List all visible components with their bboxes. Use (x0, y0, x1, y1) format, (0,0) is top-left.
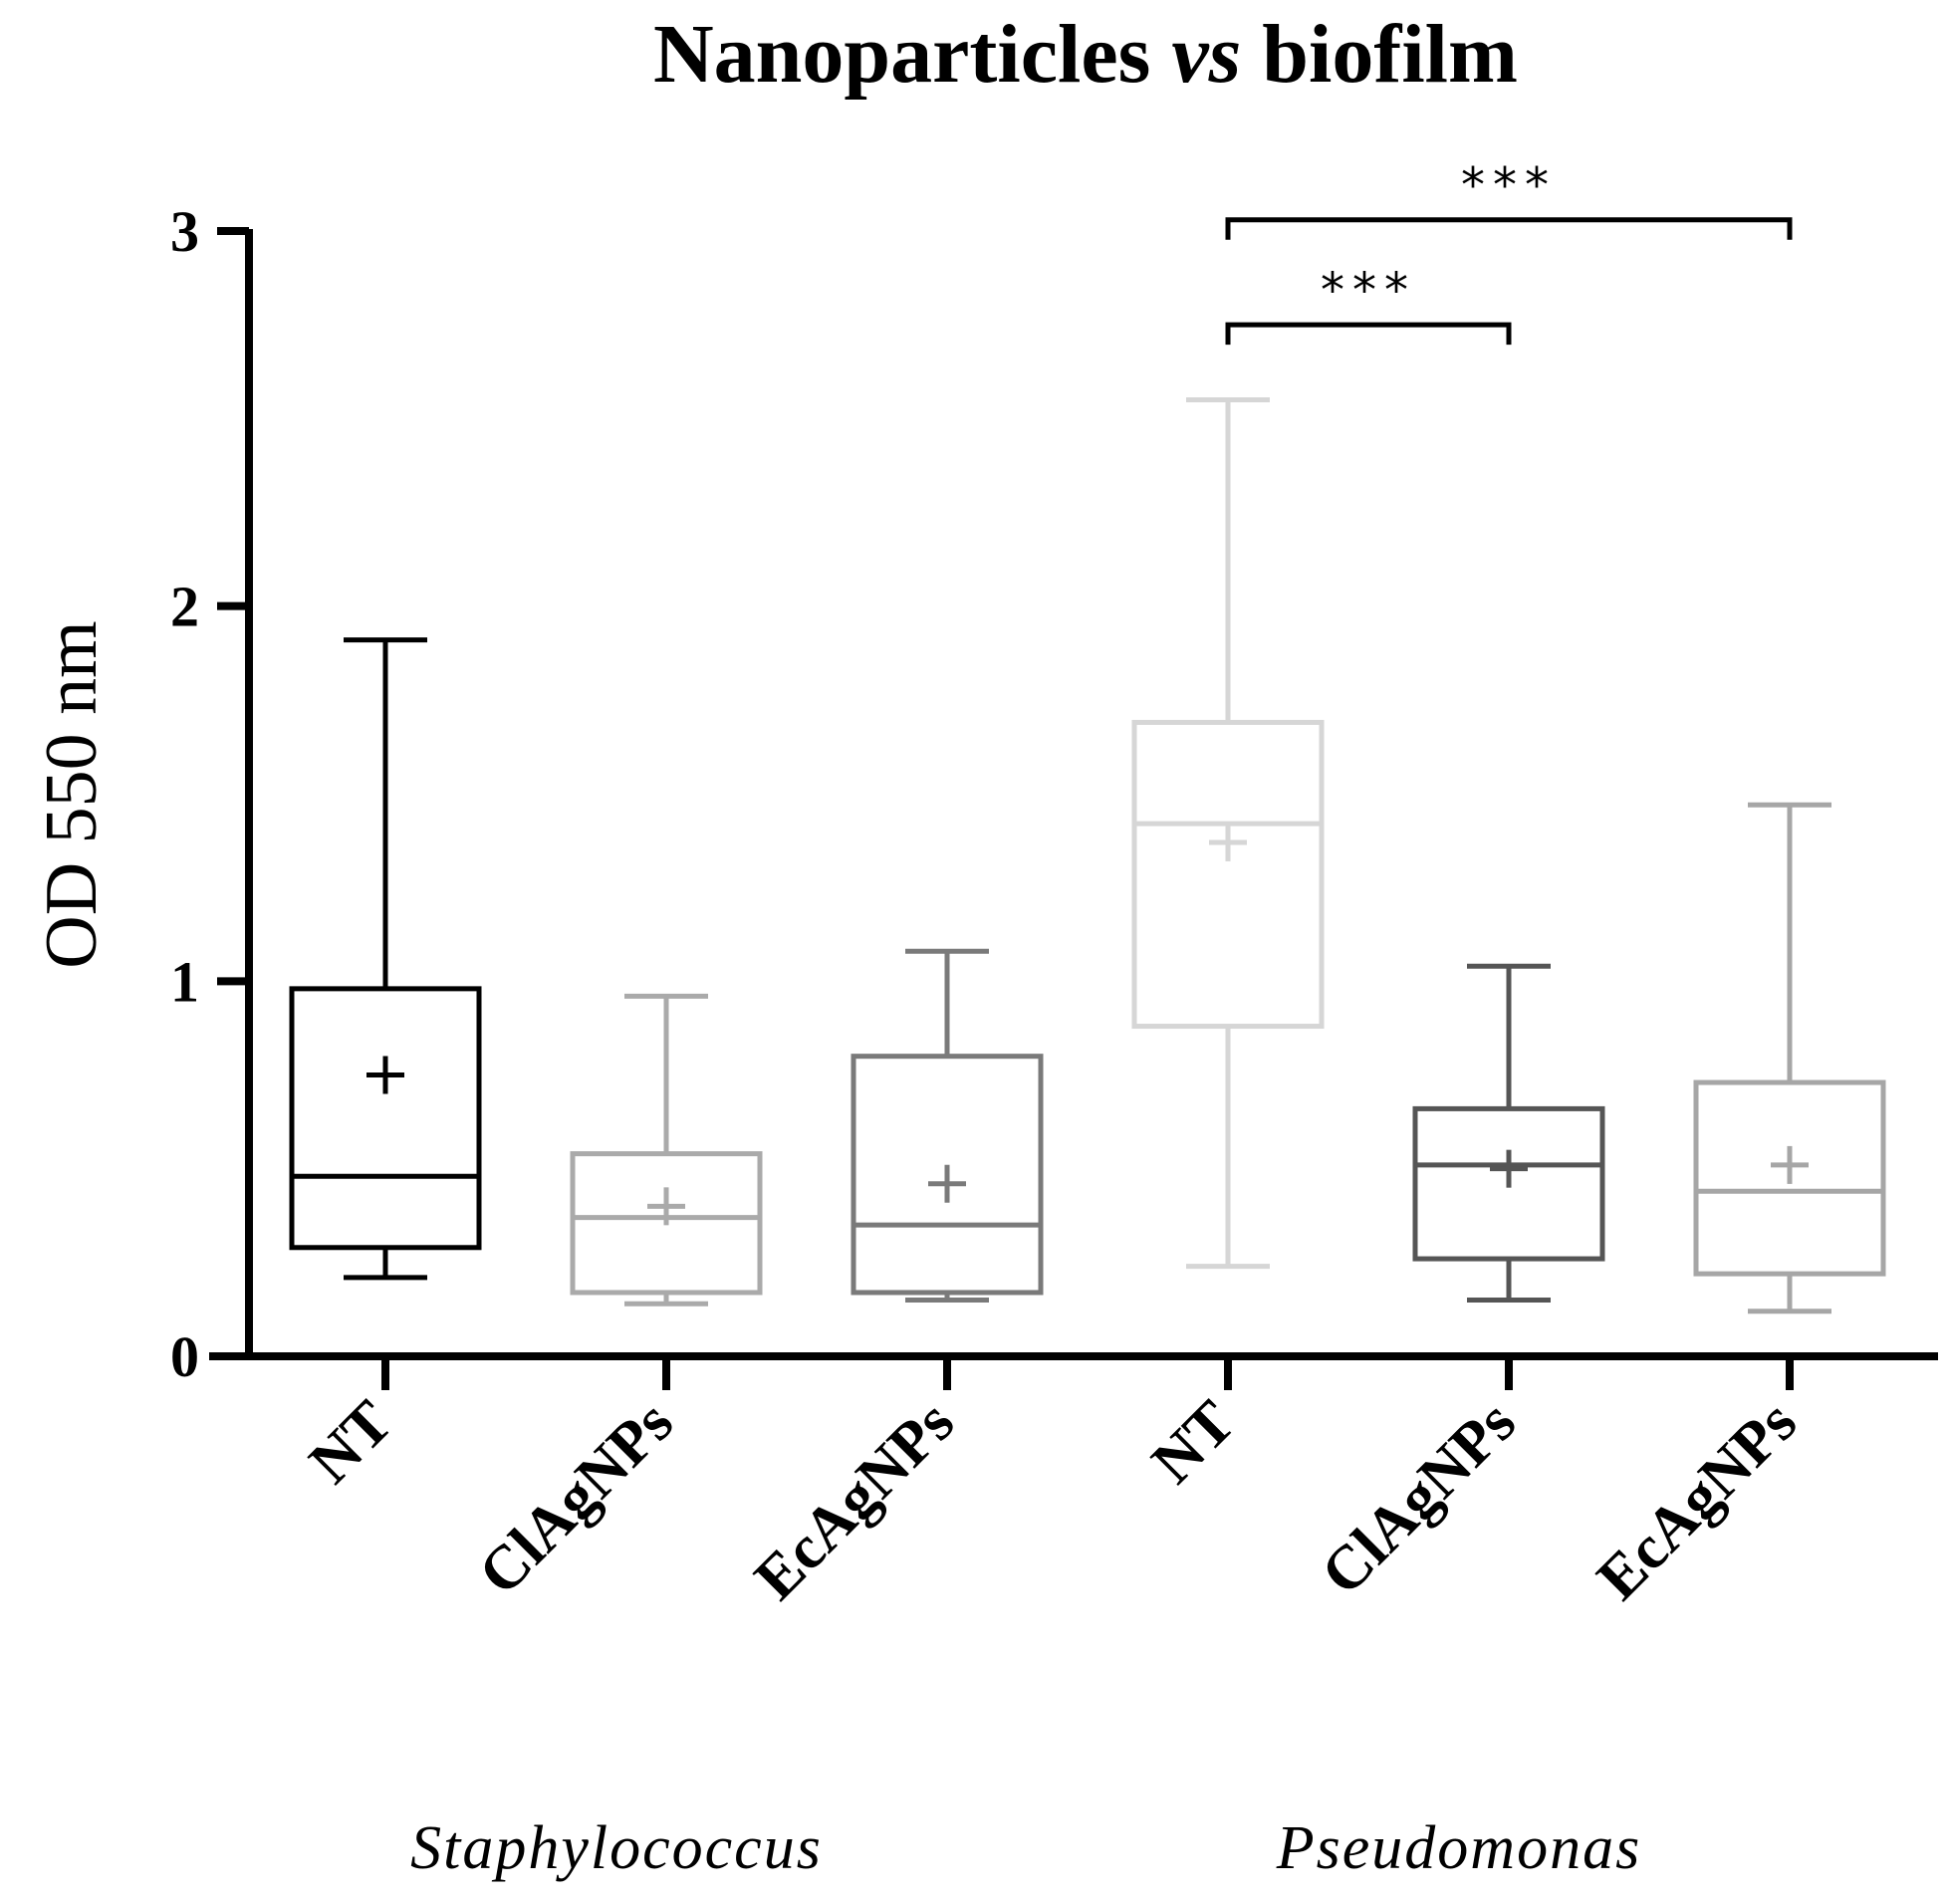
significance-bracket: *** (1225, 158, 1793, 240)
box-series (289, 397, 1886, 1314)
box-pseudomonas-nt (1131, 397, 1325, 1270)
box-staphylococcus-ecagnps (851, 948, 1044, 1303)
significance-label: *** (1461, 158, 1557, 214)
y-tick-label: 3 (170, 199, 199, 264)
y-axis-label: OD 550 nm (31, 620, 113, 968)
group-labels: Staphylococcus Pseudomonas (410, 1814, 1641, 1882)
iqr-box (1131, 719, 1325, 1030)
y-tick-label: 1 (170, 949, 199, 1014)
significance-label: *** (1321, 263, 1416, 319)
chart-title: Nanoparticles vs biofilm (653, 8, 1518, 101)
x-tick-label: ClAgNPs (466, 1388, 686, 1608)
iqr-box (289, 986, 482, 1251)
x-tick-label: EcAgNPs (742, 1388, 967, 1613)
significance-bracket: *** (1225, 263, 1512, 346)
group-label: Staphylococcus (410, 1814, 823, 1882)
y-tick-label: 0 (170, 1324, 199, 1389)
box-staphylococcus-clagnps (570, 993, 763, 1307)
group-label: Pseudomonas (1276, 1814, 1641, 1882)
x-axis-labels: NT ClAgNPs EcAgNPs NT ClAgNPs EcAgNPs (297, 1388, 1810, 1613)
x-tick-label: NT (1139, 1388, 1248, 1497)
x-tick-label: ClAgNPs (1309, 1388, 1529, 1608)
box-staphylococcus-nt (289, 637, 482, 1281)
significance-annotations: *** *** (1225, 158, 1793, 346)
box-pseudomonas-ecagnps (1693, 802, 1886, 1314)
bracket-line (1225, 322, 1512, 346)
box-pseudomonas-clagnps (1412, 963, 1605, 1303)
x-tick-label: NT (297, 1388, 405, 1497)
y-tick-label: 2 (170, 575, 199, 639)
x-tick-label: EcAgNPs (1584, 1388, 1810, 1613)
axes: 0 1 2 3 (170, 199, 1938, 1390)
bracket-line (1225, 217, 1793, 240)
